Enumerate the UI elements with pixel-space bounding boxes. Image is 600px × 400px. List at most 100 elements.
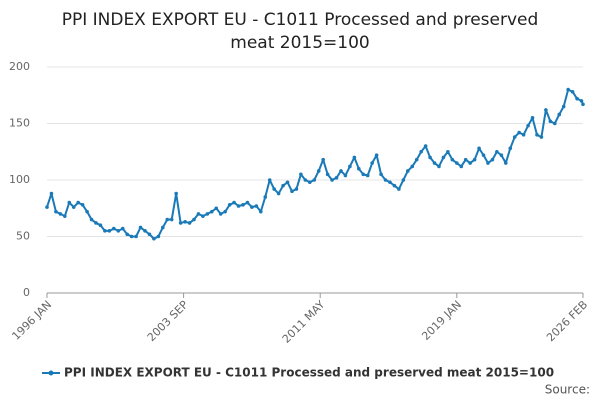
data-point <box>299 172 303 177</box>
data-point <box>259 209 263 214</box>
x-tick-label: 2003 SEP <box>145 298 191 344</box>
data-point <box>201 214 205 218</box>
data-point <box>210 209 214 214</box>
data-point <box>566 87 570 92</box>
x-tick-label: 2019 JAN <box>419 298 464 343</box>
y-tick-label: 0 <box>23 286 30 299</box>
data-point <box>223 209 227 214</box>
data-point <box>521 133 526 137</box>
data-point <box>419 149 423 154</box>
data-point <box>187 221 192 225</box>
data-point <box>450 157 455 162</box>
data-point <box>125 232 129 237</box>
data-point <box>343 173 348 178</box>
data-point <box>579 99 584 103</box>
data-point <box>357 166 361 171</box>
data-point <box>352 155 357 160</box>
data-point <box>107 229 112 233</box>
data-point <box>245 200 250 205</box>
data-point <box>454 161 459 165</box>
data-point <box>481 153 486 157</box>
data-point <box>196 212 201 216</box>
x-tick-label: 1996 JAN <box>9 298 54 343</box>
data-point <box>183 220 187 224</box>
data-point <box>45 205 49 209</box>
data-point <box>339 169 343 173</box>
y-tick-label: 100 <box>9 173 30 186</box>
data-point <box>316 169 321 173</box>
data-point <box>89 217 94 222</box>
data-point <box>178 221 183 225</box>
data-point <box>405 169 410 173</box>
data-point <box>250 205 254 209</box>
data-point <box>499 153 504 157</box>
data-point <box>161 225 165 230</box>
data-point <box>267 178 272 182</box>
data-point <box>308 180 312 185</box>
data-point <box>379 172 383 177</box>
data-point <box>570 90 575 94</box>
data-point <box>169 217 174 222</box>
data-point <box>112 226 116 231</box>
y-tick-label: 50 <box>16 230 30 243</box>
data-point <box>401 178 406 182</box>
data-point <box>468 161 472 165</box>
data-point <box>49 191 54 196</box>
data-point <box>214 206 219 211</box>
x-tick-label: 2011 MAY <box>280 298 328 346</box>
data-point <box>94 221 98 225</box>
data-point <box>459 164 464 169</box>
data-line <box>46 88 584 240</box>
data-point <box>544 108 548 112</box>
data-point <box>98 223 103 227</box>
data-point <box>423 144 428 148</box>
data-point <box>276 191 281 196</box>
source: Source: <box>545 383 590 397</box>
data-point <box>530 116 535 120</box>
data-point <box>495 149 499 154</box>
data-point <box>254 204 259 208</box>
data-point <box>138 225 143 230</box>
data-point <box>129 234 134 239</box>
data-point <box>561 104 566 109</box>
data-point <box>156 234 161 239</box>
data-point <box>85 209 89 214</box>
data-point <box>120 226 125 231</box>
data-point <box>321 157 325 162</box>
data-point <box>503 161 508 165</box>
data-point <box>232 200 236 205</box>
data-point <box>152 236 156 241</box>
data-point <box>383 178 388 182</box>
data-point <box>103 229 107 233</box>
data-point <box>143 229 147 233</box>
data-point <box>374 153 379 157</box>
data-point <box>80 203 85 207</box>
chart-title: PPI INDEX EXPORT EU - C1011 Processed an… <box>62 10 539 30</box>
data-point <box>361 172 366 177</box>
data-point <box>446 149 450 154</box>
data-point <box>486 161 490 165</box>
data-point <box>272 187 276 191</box>
data-point <box>548 119 553 124</box>
legend-label: PPI INDEX EXPORT EU - C1011 Processed an… <box>64 366 554 380</box>
data-point <box>76 200 80 205</box>
data-point <box>365 173 370 178</box>
data-point <box>63 214 67 218</box>
data-point <box>490 157 495 162</box>
data-point <box>281 183 285 188</box>
data-point <box>290 189 294 194</box>
data-point <box>71 205 76 209</box>
data-point <box>54 209 58 214</box>
data-point <box>410 164 415 169</box>
data-point <box>58 212 63 216</box>
x-tick-label: 2026 FEB <box>544 298 590 344</box>
data-point <box>539 135 544 139</box>
data-point <box>414 157 419 162</box>
data-point <box>263 195 268 199</box>
y-tick-label: 200 <box>9 60 30 73</box>
legend-marker <box>48 370 54 376</box>
data-point <box>67 200 72 205</box>
data-point <box>463 157 468 162</box>
data-point <box>370 161 374 165</box>
